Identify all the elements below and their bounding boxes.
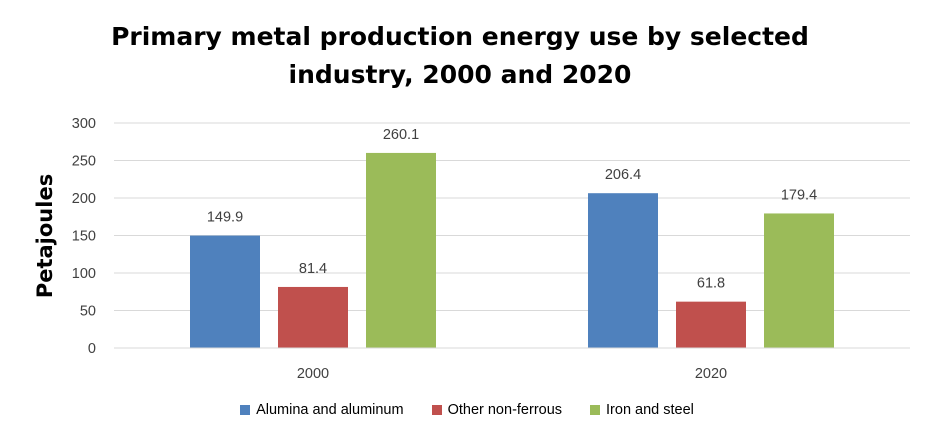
bar-2000-series-2 (366, 152, 436, 348)
y-axis-label: Petajoules (33, 174, 57, 298)
data-label: 81.4 (299, 261, 327, 277)
y-tick-label: 0 (88, 341, 96, 357)
legend-label: Iron and steel (606, 402, 694, 418)
legend-label: Alumina and aluminum (256, 402, 404, 418)
data-label: 260.1 (383, 127, 419, 143)
legend-item: Iron and steel (590, 402, 694, 418)
legend-item: Other non-ferrous (431, 402, 563, 418)
legend-item: Alumina and aluminum (240, 402, 404, 418)
y-tick-label: 300 (72, 116, 96, 132)
data-label: 149.9 (207, 210, 243, 226)
chart-title-line-1: Primary metal production energy use by s… (111, 22, 809, 51)
data-label: 61.8 (697, 276, 725, 292)
bar-2000-series-1 (278, 286, 348, 348)
bar-2000-series-0 (190, 235, 260, 348)
y-tick-label: 250 (72, 154, 96, 170)
chart-title: Primary metal production energy use by s… (60, 18, 860, 94)
legend-swatch (431, 405, 442, 415)
bar-chart: 0 50 100 150 200 250 300 Petajoules 149.9 81.4 260… (33, 116, 910, 382)
x-category-label: 2020 (695, 366, 727, 382)
chart-legend: Alumina and aluminum Other non-ferrous Iro… (0, 402, 934, 418)
y-tick-label: 150 (72, 229, 96, 245)
y-tick-label: 50 (80, 304, 96, 320)
legend-swatch (590, 405, 601, 415)
data-label: 179.4 (781, 187, 817, 203)
legend-swatch (240, 405, 251, 415)
y-tick-label: 100 (72, 266, 96, 282)
chart-title-line-2: industry, 2000 and 2020 (288, 60, 632, 89)
legend-label: Other non-ferrous (447, 402, 563, 418)
bar-2020-series-0 (588, 193, 658, 348)
bar-2020-series-1 (676, 301, 746, 348)
y-tick-label: 200 (72, 191, 96, 207)
bar-2020-series-2 (764, 213, 834, 348)
data-label: 206.4 (605, 167, 641, 183)
x-category-label: 2000 (297, 366, 329, 382)
